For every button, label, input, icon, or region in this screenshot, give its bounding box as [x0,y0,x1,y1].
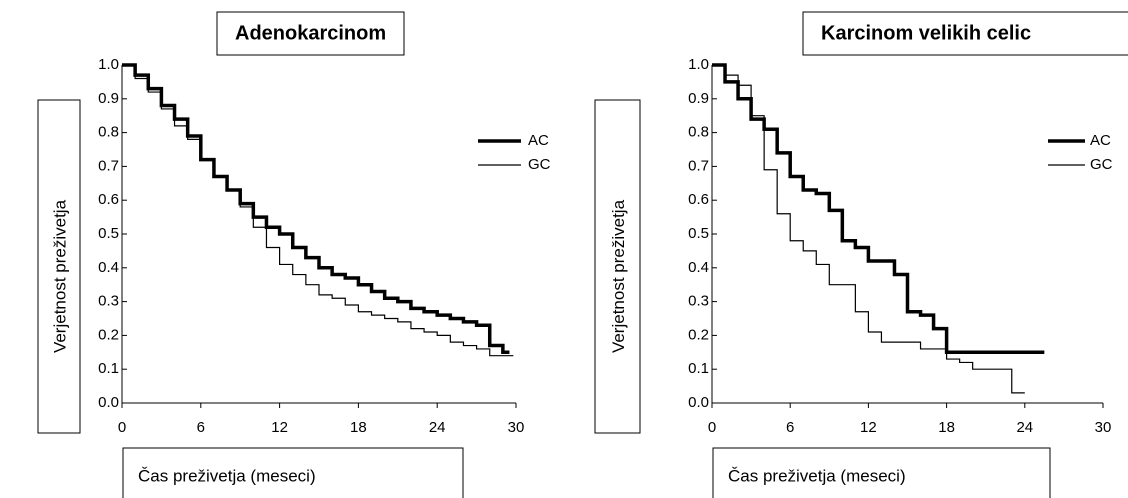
y-tick-label: 0.9 [98,90,119,107]
survival-line [712,64,1025,394]
y-tick-label: 0.2 [98,326,119,343]
y-tick-label: 0.1 [688,360,709,377]
legend-label: AC [528,132,549,149]
y-tick-label: 0.5 [688,225,709,242]
x-label-box [122,447,464,498]
x-axis-label: Čas preživetja (meseci) [138,466,316,485]
title-box [216,11,405,56]
legend-label: GC [1090,156,1113,173]
legend-label: AC [1090,132,1111,149]
y-tick-label: 0.0 [688,394,709,411]
x-tick-label: 6 [786,419,794,436]
y-axis-label: Verjetnost preživetja [50,199,69,353]
x-tick-label: 6 [197,419,205,436]
y-tick-label: 1.0 [688,56,709,73]
y-tick-label: 0.8 [688,124,709,141]
y-tick-label: 0.9 [688,90,709,107]
y-tick-label: 0.6 [98,191,119,208]
y-tick-label: 0.5 [98,225,119,242]
title-box [802,11,1128,56]
x-tick-label: 30 [1095,419,1112,436]
y-tick-label: 0.3 [98,293,119,310]
x-tick-label: 30 [508,419,525,436]
legend-label: GC [528,156,551,173]
survival-line [122,63,510,355]
x-tick-label: 18 [938,419,955,436]
x-axis-label: Čas preživetja (meseci) [728,466,906,485]
chart-title: Karcinom velikih celic [821,22,1031,44]
x-tick-label: 0 [708,419,716,436]
x-tick-label: 24 [1016,419,1033,436]
x-tick-label: 12 [860,419,877,436]
y-tick-label: 0.3 [688,293,709,310]
y-tick-label: 0.7 [98,157,119,174]
x-tick-label: 24 [429,419,446,436]
y-tick-label: 0.2 [688,326,709,343]
x-label-box [712,447,1051,498]
x-tick-label: 18 [350,419,367,436]
x-tick-label: 0 [118,419,126,436]
y-tick-label: 0.6 [688,191,709,208]
survival-line [712,63,1045,355]
y-tick-label: 0.4 [688,259,709,276]
y-label-box [37,99,81,434]
y-tick-label: 0.1 [98,360,119,377]
x-tick-label: 12 [271,419,288,436]
y-tick-label: 1.0 [98,56,119,73]
survival-line [122,64,514,357]
y-axis-label: Verjetnost preživetja [609,199,628,353]
y-tick-label: 0.4 [98,259,119,276]
y-tick-label: 0.0 [98,394,119,411]
y-label-box [594,99,641,434]
y-tick-label: 0.8 [98,124,119,141]
y-tick-label: 0.7 [688,157,709,174]
chart-title: Adenokarcinom [235,22,386,44]
